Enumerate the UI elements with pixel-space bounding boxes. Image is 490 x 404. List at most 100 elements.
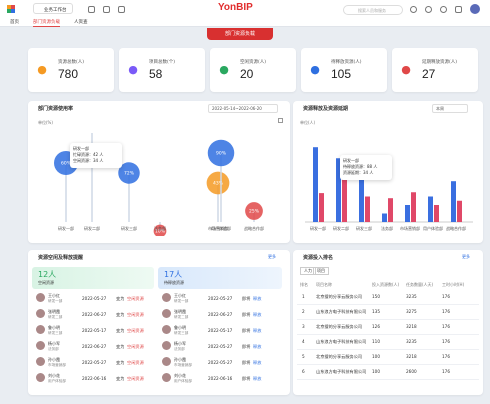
message-icon[interactable] — [455, 6, 462, 13]
period-select[interactable]: 本周 — [432, 104, 468, 113]
avatar — [162, 309, 171, 318]
util-tooltip-row: 空闲资源：34 人 — [73, 158, 104, 163]
status-text: 即将 — [242, 376, 251, 381]
search-input[interactable]: 搜索人员和服务 — [343, 5, 403, 15]
table-cell: 3218 — [406, 354, 417, 359]
table-row[interactable] — [297, 322, 479, 335]
release-summary: 17人 待释放资源 — [158, 267, 282, 289]
table-cell: 126 — [372, 324, 380, 329]
person-name: 杨小军 — [174, 341, 186, 346]
person-dept: 研发三部 — [174, 331, 189, 335]
status-link[interactable]: 空闲资源 — [127, 296, 144, 301]
x-tick-label: 研发一部 — [58, 225, 74, 231]
avatar — [162, 293, 171, 302]
table-header: 任务数量(人天) — [406, 282, 434, 287]
status-link[interactable]: 释放 — [253, 344, 262, 349]
help-icon[interactable] — [410, 6, 417, 13]
list-item[interactable]: 张明霞 研发二部 2022-06-27 变为 空闲资源 — [36, 309, 154, 323]
x-tick-label: 研发一部 — [310, 225, 326, 231]
status-text: 即将 — [242, 328, 251, 333]
status-link[interactable]: 释放 — [253, 360, 262, 365]
idle-more-link[interactable]: 更多 — [268, 254, 276, 259]
date: 2022-06-16 — [82, 376, 107, 381]
nav-people[interactable]: 人资查 — [74, 20, 88, 25]
list-item[interactable]: 刘小花 用户体验部 2022-06-16 即将 释放 — [162, 373, 280, 387]
avatar — [162, 341, 171, 350]
stat-value: 27 — [422, 67, 436, 81]
tab-manpower[interactable]: 人力 — [300, 267, 316, 275]
avatar — [36, 341, 45, 350]
tab-workspace[interactable]: 业务工作台 — [33, 3, 73, 14]
app-grid-icon[interactable] — [7, 5, 15, 13]
tab-folder-icon[interactable] — [118, 6, 125, 13]
table-cell: 100 — [372, 369, 380, 374]
table-cell: 4 — [302, 339, 305, 344]
status-link[interactable]: 空闲资源 — [127, 360, 144, 365]
table-row[interactable] — [297, 337, 479, 350]
status-text: 变为 — [116, 360, 125, 365]
nav-dept-load[interactable]: 部门资源负载 — [33, 20, 60, 27]
table-cell: 北京搜的分享云服务公司 — [316, 354, 363, 359]
release-label: 待释放资源 — [164, 280, 184, 285]
status-link[interactable]: 空闲资源 — [127, 344, 144, 349]
nav-home[interactable]: 首页 — [10, 20, 19, 25]
bar — [451, 181, 456, 222]
list-item[interactable]: 杨小军 法务部 2022-06-27 变为 空闲资源 — [36, 341, 154, 355]
stat-value: 105 — [331, 67, 352, 81]
avatar — [36, 357, 45, 366]
list-item[interactable]: 孙小霞 市场营销部 2022-05-27 即将 释放 — [162, 357, 280, 371]
list-item[interactable]: 杨小军 法务部 2022-05-27 即将 释放 — [162, 341, 280, 355]
status-text: 变为 — [116, 296, 125, 301]
list-item[interactable]: 刘小花 用户体验部 2022-06-16 变为 空闲资源 — [36, 373, 154, 387]
table-row[interactable] — [297, 352, 479, 365]
stat-value: 780 — [58, 67, 79, 81]
idle-summary: 12人 空闲资源 — [32, 267, 154, 289]
status-link[interactable]: 释放 — [253, 376, 262, 381]
avatar — [162, 373, 171, 382]
table-row[interactable] — [297, 292, 479, 305]
stat-card: ● 空闲资源(人) 20 — [210, 48, 296, 92]
table-header: 项目名称 — [316, 282, 332, 287]
tab-list-icon[interactable] — [88, 6, 95, 13]
person-dept: 研发二部 — [174, 315, 189, 319]
status-link[interactable]: 空闲资源 — [127, 312, 144, 317]
table-row[interactable] — [297, 367, 479, 380]
status-link[interactable]: 空闲资源 — [127, 328, 144, 333]
x-tick-label: 研发三部 — [356, 225, 372, 231]
list-item[interactable]: 张明霞 研发二部 2022-06-27 即将 释放 — [162, 309, 280, 323]
status-link[interactable]: 释放 — [253, 296, 262, 301]
avatar — [36, 309, 45, 318]
list-item[interactable]: 鲁小明 研发三部 2022-05-17 变为 空闲资源 — [36, 325, 154, 339]
expand-icon[interactable] — [278, 118, 283, 123]
date: 2022-05-27 — [82, 360, 107, 365]
list-item[interactable]: 王小红 研发一部 2022-05-27 变为 空闲资源 — [36, 293, 154, 307]
date-range-picker[interactable]: 2022-05-14~2022-06-20 — [208, 104, 278, 113]
bar — [411, 192, 416, 222]
idle-label: 空闲资源 — [38, 280, 54, 285]
util-tooltip-row: 忙碌资源：42 人 — [73, 152, 104, 157]
refresh-icon[interactable] — [440, 6, 447, 13]
table-header: 投入资源数(人) — [372, 282, 400, 287]
status-link[interactable]: 释放 — [253, 312, 262, 317]
table-cell: 2 — [302, 309, 305, 314]
list-item[interactable]: 王小红 研发一部 2022-05-27 即将 释放 — [162, 293, 280, 307]
table-row[interactable] — [297, 307, 479, 320]
status-text: 变为 — [116, 344, 125, 349]
ranking-more-link[interactable]: 更多 — [462, 254, 470, 259]
avatar[interactable] — [470, 4, 480, 14]
person-dept: 研发二部 — [48, 315, 63, 319]
list-item[interactable]: 孙小霞 市场营销部 2022-05-27 变为 空闲资源 — [36, 357, 154, 371]
tab-workspace-label: 业务工作台 — [44, 8, 67, 13]
list-item[interactable]: 鲁小明 研发三部 2022-05-17 即将 释放 — [162, 325, 280, 339]
tab-grid-icon[interactable] — [103, 6, 110, 13]
stat-label: 资源总数(人) — [58, 60, 85, 65]
status-link[interactable]: 空闲资源 — [127, 376, 144, 381]
table-cell: 110 — [372, 339, 380, 344]
status-link[interactable]: 释放 — [253, 328, 262, 333]
table-header: 排名 — [300, 282, 308, 287]
settings-icon[interactable] — [425, 6, 432, 13]
table-cell: 3235 — [406, 339, 417, 344]
table-header: 工时小时(H) — [442, 282, 465, 287]
tab-project[interactable]: 项目 — [313, 267, 329, 275]
release-tooltip-row: 待释放资源：88 人 — [343, 164, 378, 169]
